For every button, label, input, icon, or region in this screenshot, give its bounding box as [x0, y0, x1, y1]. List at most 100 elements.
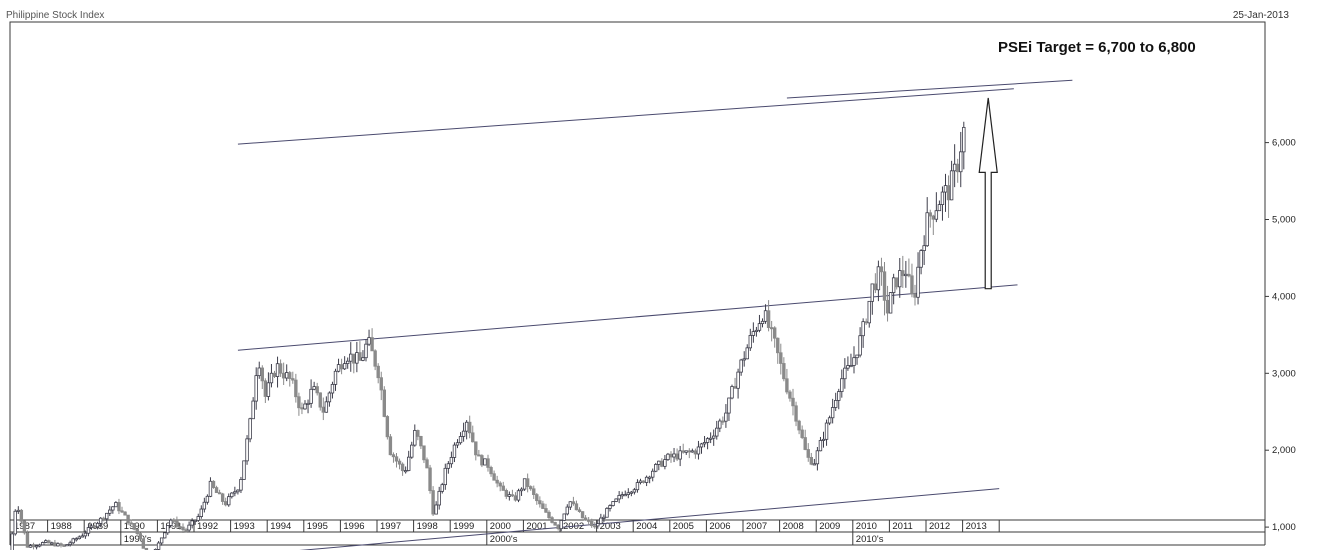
- candle-body: [352, 353, 356, 364]
- candle-body: [577, 509, 582, 512]
- candle-body: [623, 494, 627, 497]
- y-tick-label: 2,000: [1272, 445, 1296, 456]
- candle-body: [629, 491, 634, 494]
- candle-body: [111, 506, 115, 511]
- candle-body: [208, 480, 213, 497]
- candle-body: [757, 323, 762, 331]
- candle-body: [44, 540, 48, 543]
- candle-body: [846, 365, 850, 369]
- y-tick-label: 5,000: [1272, 215, 1296, 226]
- candle-body: [345, 360, 350, 364]
- candle-body: [525, 478, 530, 487]
- candle-body: [541, 503, 545, 509]
- candle-body: [562, 513, 566, 521]
- candle-body: [169, 519, 173, 526]
- candle-body: [794, 405, 798, 422]
- candle-body: [388, 436, 393, 456]
- candle-body: [330, 383, 335, 394]
- candle-body: [708, 437, 713, 440]
- candle-body: [260, 367, 264, 382]
- x-tick-label: 2004: [636, 521, 657, 532]
- target-annotation: PSEi Target = 6,700 to 6,800: [998, 39, 1196, 56]
- candle-body: [809, 457, 813, 465]
- candle-body: [471, 432, 475, 443]
- candle-body: [248, 418, 252, 440]
- candle-body: [193, 519, 197, 522]
- candle-body: [861, 321, 865, 337]
- plot-frame: [9, 21, 1266, 521]
- candle-body: [108, 509, 112, 514]
- x-tick-label: 1992: [197, 521, 218, 532]
- candle-body: [596, 523, 600, 527]
- candle-body: [230, 492, 234, 498]
- candle-body: [882, 271, 887, 301]
- candle-body: [644, 476, 649, 483]
- candle-body: [62, 544, 66, 547]
- candle-body: [940, 191, 945, 205]
- candle-body: [275, 363, 280, 377]
- chart-title: Philippine Stock Index: [6, 10, 105, 21]
- candle-body: [873, 283, 878, 291]
- candle-body: [513, 495, 518, 501]
- candle-body: [690, 450, 695, 453]
- candle-body: [916, 266, 920, 298]
- candle-body: [907, 273, 911, 277]
- candle-body: [327, 392, 332, 403]
- candle-body: [928, 212, 932, 217]
- candle-body: [583, 517, 588, 521]
- candle-body: [178, 526, 182, 529]
- candle-body: [568, 501, 573, 508]
- candle-body: [806, 449, 810, 458]
- candle-body: [718, 420, 722, 429]
- candle-body: [16, 509, 20, 512]
- candle-body: [611, 501, 615, 506]
- candle-body: [519, 488, 524, 492]
- channel-line: [786, 79, 1073, 99]
- candle-body: [830, 407, 835, 419]
- candle-body: [788, 391, 792, 399]
- candle-body: [550, 517, 554, 523]
- candle-body: [184, 529, 188, 532]
- candle-body: [291, 378, 295, 381]
- candle-body: [852, 357, 856, 366]
- candle-body: [733, 386, 737, 389]
- candle-body: [712, 435, 716, 439]
- candle-body: [339, 364, 344, 370]
- candle-body: [397, 460, 402, 465]
- candle-body: [214, 487, 219, 494]
- candle-body: [355, 352, 359, 364]
- candle-body: [446, 463, 451, 469]
- candle-body: [586, 519, 591, 522]
- candle-body: [962, 126, 966, 153]
- candle-body: [885, 299, 890, 314]
- candle-body: [937, 204, 942, 212]
- candle-body: [812, 463, 817, 466]
- candle-body: [86, 527, 91, 534]
- y-tick-label: 6,000: [1272, 138, 1296, 149]
- candle-body: [132, 522, 136, 530]
- candle-body: [498, 482, 502, 487]
- candle-body: [315, 386, 319, 394]
- candle-body: [120, 510, 124, 513]
- candle-body: [721, 420, 725, 423]
- candle-body: [47, 540, 51, 544]
- candle-body: [702, 442, 707, 445]
- candle-body: [166, 525, 170, 534]
- candle-body: [745, 347, 749, 360]
- candle-body: [858, 335, 862, 356]
- candle-body: [455, 442, 460, 446]
- candle-body: [431, 490, 435, 515]
- candle-body: [760, 320, 765, 325]
- candle-body: [529, 486, 533, 490]
- candle-body: [602, 516, 606, 519]
- x-tick-label: 1993: [234, 521, 255, 532]
- candle-body: [425, 459, 429, 469]
- candle-body: [654, 464, 658, 472]
- candle-body: [464, 421, 469, 432]
- candle-body: [949, 170, 954, 201]
- candle-body: [635, 482, 640, 491]
- candle-body: [931, 215, 935, 220]
- candle-body: [367, 337, 371, 345]
- candle-body: [68, 542, 72, 545]
- candle-body: [391, 454, 396, 458]
